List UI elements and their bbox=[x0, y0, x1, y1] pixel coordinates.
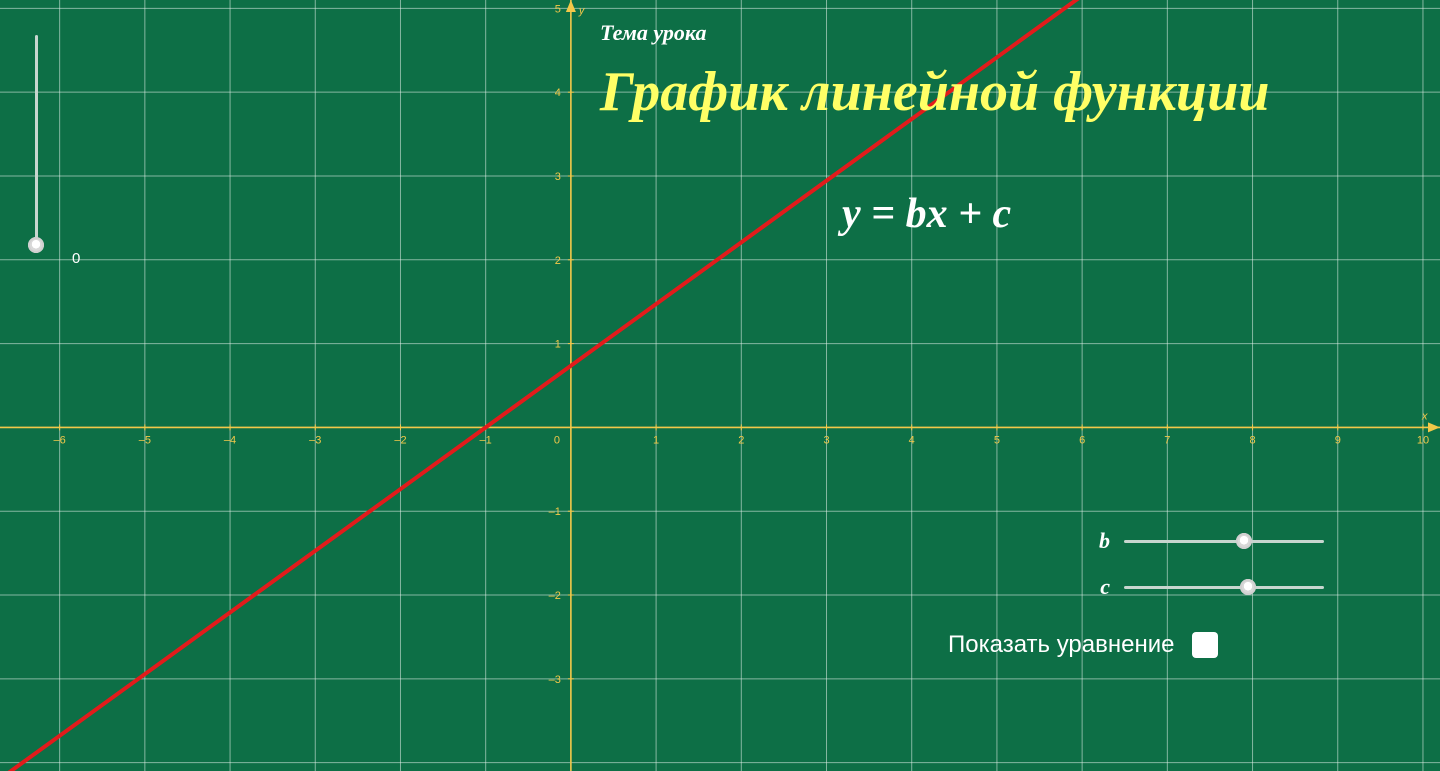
svg-text:9: 9 bbox=[1335, 434, 1341, 446]
vertical-slider[interactable] bbox=[27, 35, 45, 245]
svg-text:1: 1 bbox=[653, 434, 659, 446]
equation-text: y = bx + c bbox=[842, 190, 1011, 238]
slider-b-thumb[interactable] bbox=[1236, 533, 1252, 549]
svg-text:–2: –2 bbox=[394, 434, 406, 446]
svg-text:–4: –4 bbox=[224, 434, 236, 446]
show-equation-row: Показать уравнение bbox=[948, 631, 1218, 659]
svg-text:8: 8 bbox=[1249, 434, 1255, 446]
svg-text:–3: –3 bbox=[549, 674, 561, 686]
svg-text:4: 4 bbox=[909, 434, 915, 446]
graph-canvas: xy–6–5–4–3–2–1012345678910–3–2–112345 Те… bbox=[0, 0, 1440, 771]
svg-text:2: 2 bbox=[555, 255, 561, 267]
svg-text:3: 3 bbox=[555, 171, 561, 183]
svg-text:6: 6 bbox=[1079, 434, 1085, 446]
svg-text:–2: –2 bbox=[549, 590, 561, 602]
slider-b[interactable] bbox=[1124, 532, 1324, 550]
show-equation-checkbox[interactable] bbox=[1192, 632, 1218, 658]
svg-text:–1: –1 bbox=[480, 434, 492, 446]
slider-b-row: b bbox=[1090, 528, 1324, 554]
svg-text:–1: –1 bbox=[549, 506, 561, 518]
svg-text:5: 5 bbox=[555, 3, 561, 15]
svg-text:1: 1 bbox=[555, 339, 561, 351]
slider-c-label: c bbox=[1090, 574, 1110, 600]
svg-text:3: 3 bbox=[823, 434, 829, 446]
svg-text:–6: –6 bbox=[54, 434, 66, 446]
svg-text:4: 4 bbox=[555, 87, 561, 99]
svg-text:2: 2 bbox=[738, 434, 744, 446]
slider-b-label: b bbox=[1090, 528, 1110, 554]
vertical-slider-value: 0 bbox=[72, 250, 80, 267]
svg-text:7: 7 bbox=[1164, 434, 1170, 446]
svg-text:–5: –5 bbox=[139, 434, 151, 446]
vertical-slider-track bbox=[35, 35, 38, 245]
svg-text:–3: –3 bbox=[309, 434, 321, 446]
slider-c-track bbox=[1124, 586, 1324, 589]
svg-text:0: 0 bbox=[554, 434, 560, 446]
vertical-slider-thumb[interactable] bbox=[28, 237, 44, 253]
lesson-title: График линейной функции bbox=[600, 60, 1269, 124]
slider-c-row: c bbox=[1090, 574, 1324, 600]
svg-text:5: 5 bbox=[994, 434, 1000, 446]
svg-text:x: x bbox=[1421, 410, 1428, 422]
slider-b-track bbox=[1124, 540, 1324, 543]
slider-c[interactable] bbox=[1124, 578, 1324, 596]
show-equation-label: Показать уравнение bbox=[948, 631, 1174, 659]
slider-c-thumb[interactable] bbox=[1240, 579, 1256, 595]
svg-text:10: 10 bbox=[1417, 434, 1429, 446]
lesson-subtitle: Тема урока bbox=[600, 20, 707, 46]
